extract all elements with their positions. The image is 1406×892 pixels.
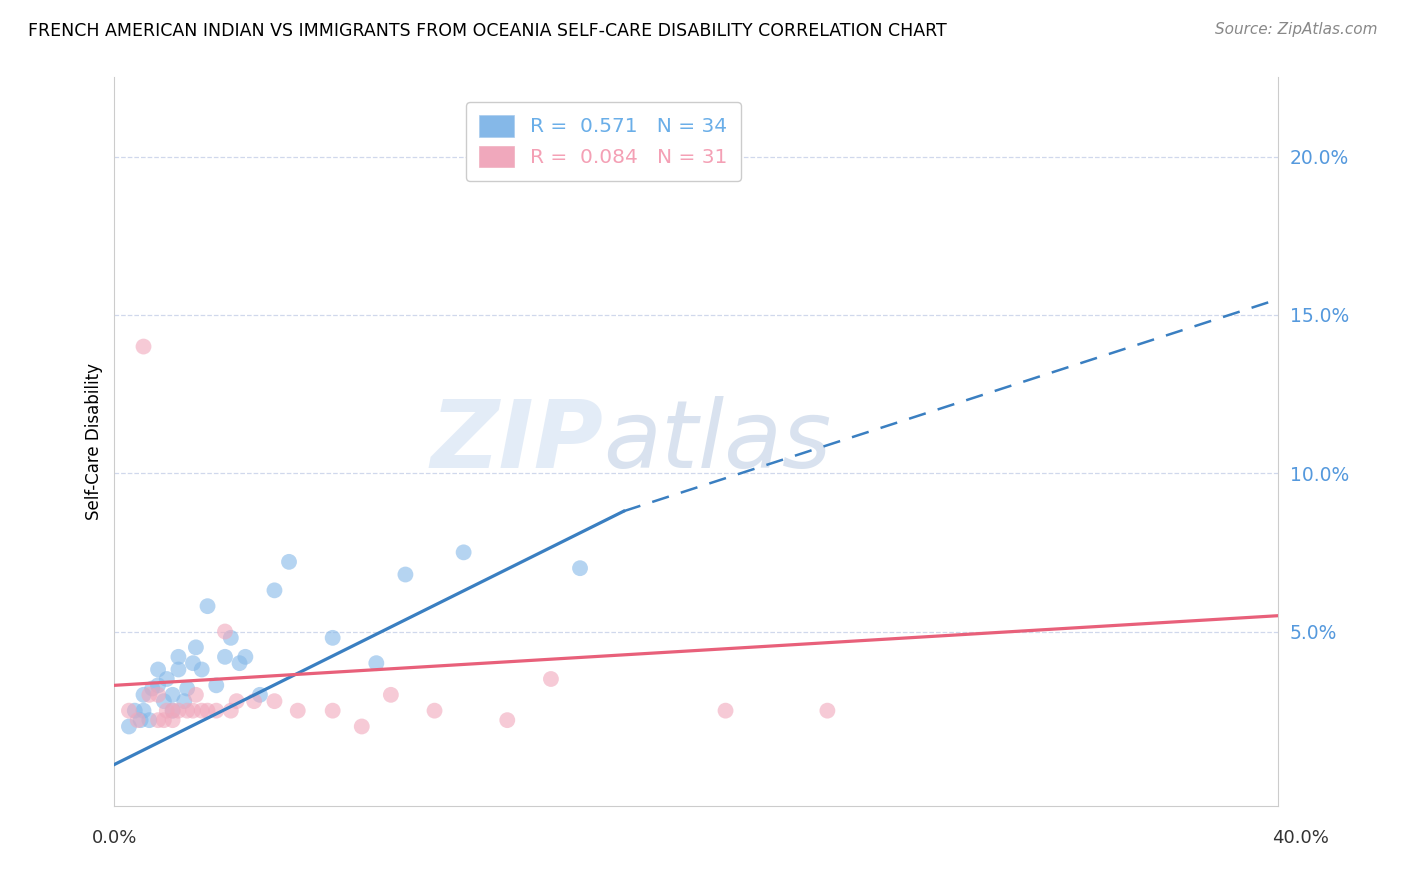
Point (162, 688, 184, 702)
Point (263, 694, 285, 708)
Point (366, 656, 388, 670)
Point (146, 713, 169, 727)
Point (129, 713, 152, 727)
Point (181, 656, 204, 670)
Point (141, 681, 163, 696)
Point (132, 688, 155, 702)
Text: 40.0%: 40.0% (1272, 829, 1329, 847)
Point (219, 704, 242, 718)
Point (225, 694, 247, 708)
Point (173, 694, 195, 708)
Point (162, 713, 184, 727)
Point (153, 694, 176, 708)
Point (287, 704, 309, 718)
Point (197, 599, 219, 614)
Point (146, 663, 169, 677)
Point (181, 704, 204, 718)
Point (118, 719, 141, 733)
Point (190, 704, 212, 718)
Point (190, 663, 212, 677)
Legend: R =  0.571   N = 34, R =  0.084   N = 31: R = 0.571 N = 34, R = 0.084 N = 31 (465, 102, 741, 181)
Point (138, 688, 160, 702)
Point (205, 678, 228, 692)
Y-axis label: Self-Care Disability: Self-Care Disability (86, 363, 103, 520)
Point (453, 545, 475, 559)
Point (118, 704, 141, 718)
Point (569, 561, 592, 575)
Text: ZIP: ZIP (430, 395, 603, 488)
Point (176, 681, 198, 696)
Point (322, 631, 344, 645)
Point (167, 663, 190, 677)
Point (249, 688, 271, 702)
Point (153, 713, 176, 727)
Point (176, 704, 198, 718)
Point (167, 649, 190, 664)
Text: Source: ZipAtlas.com: Source: ZipAtlas.com (1215, 22, 1378, 37)
Point (350, 719, 373, 733)
Point (184, 688, 207, 702)
Point (162, 704, 184, 718)
Point (243, 694, 266, 708)
Point (127, 713, 149, 727)
Point (184, 640, 207, 655)
Point (815, 704, 838, 718)
Point (156, 672, 179, 686)
Text: FRENCH AMERICAN INDIAN VS IMMIGRANTS FROM OCEANIA SELF-CARE DISABILITY CORRELATI: FRENCH AMERICAN INDIAN VS IMMIGRANTS FRO… (28, 22, 946, 40)
Point (138, 713, 160, 727)
Text: 0.0%: 0.0% (91, 829, 136, 847)
Point (214, 649, 236, 664)
Point (423, 704, 446, 718)
Point (228, 656, 250, 670)
Point (124, 704, 146, 718)
Point (132, 704, 155, 718)
Point (132, 340, 155, 354)
Point (263, 583, 285, 598)
Point (162, 704, 184, 718)
Point (146, 688, 169, 702)
Point (235, 649, 257, 664)
Point (146, 678, 169, 692)
Point (197, 704, 219, 718)
Point (380, 688, 402, 702)
Point (205, 704, 228, 718)
Point (167, 704, 190, 718)
Point (214, 624, 236, 639)
Point (322, 704, 344, 718)
Point (278, 555, 301, 569)
Point (394, 567, 416, 582)
Point (714, 704, 737, 718)
Point (219, 631, 242, 645)
Point (496, 713, 519, 727)
Point (156, 704, 179, 718)
Text: atlas: atlas (603, 396, 831, 487)
Point (540, 672, 562, 686)
